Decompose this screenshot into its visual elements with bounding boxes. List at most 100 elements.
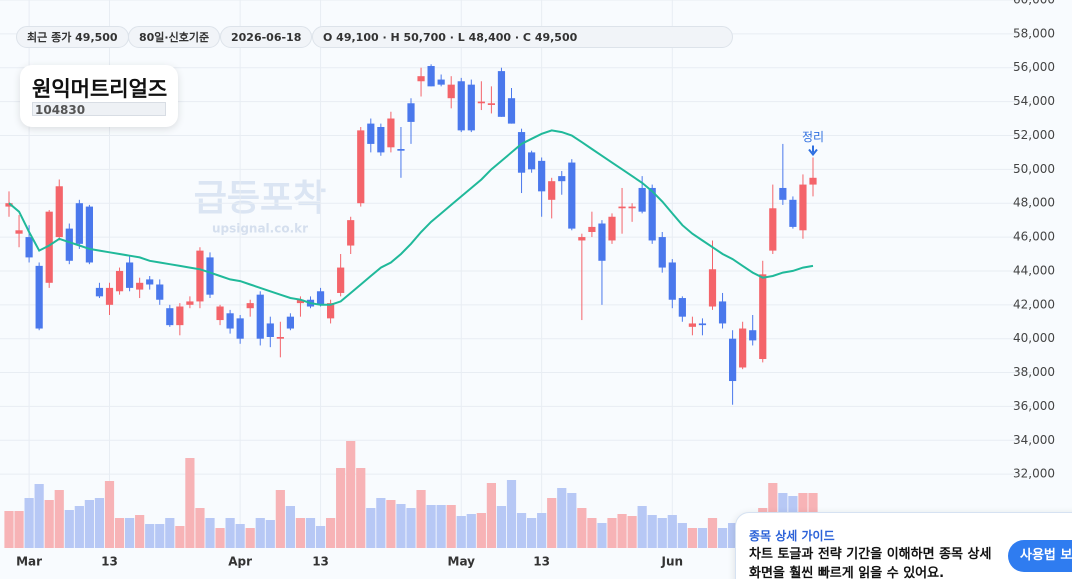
ma-line <box>8 129 814 306</box>
candle-body <box>25 237 33 258</box>
candle-body <box>517 132 526 173</box>
guide-button[interactable]: 사용법 보기 <box>1008 540 1072 572</box>
candle-body <box>789 199 797 227</box>
candle-body <box>136 282 144 290</box>
volume-bar <box>205 518 215 548</box>
volume-bar <box>697 528 708 548</box>
candle-body <box>15 230 23 234</box>
volume-bar <box>537 513 547 548</box>
candle-body <box>296 299 305 304</box>
volume-bar <box>436 505 446 548</box>
candle-body <box>95 287 104 297</box>
candle-body <box>55 186 63 238</box>
candle-body <box>749 330 757 341</box>
volume-bar <box>54 490 64 548</box>
volume-bar <box>386 500 396 548</box>
stock-name: 원익머트리얼즈 <box>32 77 168 101</box>
volume-bar <box>235 524 245 548</box>
volume-bar <box>717 528 728 548</box>
candle-body <box>447 84 455 99</box>
candle-body <box>367 123 375 144</box>
volume-bar <box>225 518 235 548</box>
candle-body <box>5 203 13 207</box>
candle-body <box>327 303 335 319</box>
candle-body <box>286 316 294 329</box>
candle-body <box>568 162 576 229</box>
y-tick-label: 50,000 <box>1013 162 1055 176</box>
watermark-site: upsignal.co.kr <box>212 222 308 236</box>
y-tick-label: 34,000 <box>1013 433 1055 447</box>
candle-body <box>598 223 606 261</box>
y-tick-label: 48,000 <box>1013 196 1055 210</box>
candle-body <box>417 76 425 82</box>
candle-body <box>115 270 124 292</box>
annotation: 정리 <box>802 130 824 144</box>
volume-bar <box>476 513 486 548</box>
candle-body <box>648 187 656 241</box>
x-tick-label: Apr <box>228 555 252 569</box>
candle-body <box>739 328 747 368</box>
candle-body <box>337 267 345 293</box>
volume-bar <box>567 493 577 548</box>
y-tick-label: 38,000 <box>1013 365 1055 379</box>
chip: 최근 종가 49,500 <box>16 26 129 48</box>
candle-body <box>85 206 93 263</box>
volume-bar <box>657 518 667 548</box>
volume-bar <box>275 490 285 548</box>
volume-bar <box>4 511 14 548</box>
candle-body <box>467 84 475 131</box>
candle-body <box>407 103 415 122</box>
candle-body <box>558 176 566 182</box>
candle-body <box>246 303 254 309</box>
y-tick-label: 36,000 <box>1013 399 1055 413</box>
volume-bar <box>516 513 527 548</box>
candle-body <box>357 130 365 204</box>
annotation-arrow <box>808 145 818 157</box>
candle-body <box>35 265 43 329</box>
volume-bar <box>185 458 195 548</box>
candle-body <box>578 237 586 241</box>
volume-bar <box>707 518 718 548</box>
volume-bar <box>336 468 346 548</box>
chip: 2026-06-18 <box>220 26 313 48</box>
volume-bar <box>44 500 54 548</box>
candle-body <box>196 250 204 302</box>
y-tick-label: 52,000 <box>1013 128 1055 142</box>
stock-box: 원익머트리얼즈 104830 <box>20 65 178 127</box>
volume-bar <box>125 518 135 548</box>
y-tick-label: 42,000 <box>1013 297 1055 311</box>
volume-bar <box>527 518 537 548</box>
candle-body <box>678 298 686 317</box>
volume-bar <box>587 518 597 548</box>
volume-bar <box>416 490 426 548</box>
candle-body <box>397 149 405 151</box>
candle-body <box>206 257 214 295</box>
volume-bar <box>285 506 295 548</box>
volume-bar <box>114 518 125 548</box>
volume-bar <box>155 524 165 548</box>
volume-bar <box>326 518 336 548</box>
guide-line: 차트 토글과 전략 기간을 이해하면 종목 상세 <box>749 547 992 562</box>
candle-body <box>186 301 194 305</box>
candle-body <box>236 318 244 339</box>
candle-body <box>809 177 817 185</box>
x-tick-label: 13 <box>101 555 118 569</box>
volume-bar <box>94 498 105 548</box>
volume-bar <box>376 498 386 548</box>
volume-bar <box>305 518 316 548</box>
volume-bar <box>577 508 587 548</box>
y-tick-label: 54,000 <box>1013 94 1055 108</box>
candle-body <box>75 203 83 244</box>
volume-bar <box>426 505 436 548</box>
x-tick-label: Jun <box>661 555 684 569</box>
x-tick-label: Mar <box>16 555 42 569</box>
candle-body <box>377 126 385 153</box>
candle-body <box>226 313 234 329</box>
volume-bar <box>346 441 356 548</box>
volume-bar <box>295 518 306 548</box>
candle-body <box>216 306 224 321</box>
volume-bar <box>145 524 155 548</box>
candle-body <box>487 103 495 105</box>
chip: 80일·신호기준 <box>128 26 221 48</box>
